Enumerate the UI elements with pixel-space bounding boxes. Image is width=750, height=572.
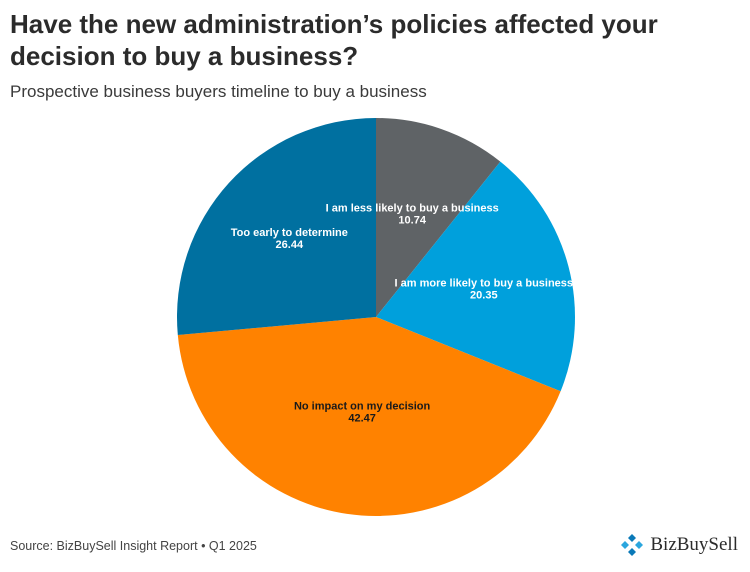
brand-name: BizBuySell bbox=[650, 534, 738, 555]
pie-slice-3 bbox=[177, 317, 561, 517]
source-note: Source: BizBuySell Insight Report • Q1 2… bbox=[10, 539, 257, 553]
bizbuysell-logo-icon bbox=[621, 534, 644, 556]
slice-value-label: 42.47 bbox=[348, 413, 376, 425]
slice-category-label: I am more likely to buy a business bbox=[395, 278, 574, 290]
slice-value-label: 20.35 bbox=[470, 290, 498, 302]
chart-subtitle: Prospective business buyers timeline to … bbox=[10, 82, 427, 101]
pie-slice-2 bbox=[376, 161, 575, 392]
pie-slice-4 bbox=[177, 118, 376, 335]
slice-value-label: 26.44 bbox=[276, 239, 304, 251]
slice-category-label: I am less likely to buy a business bbox=[326, 203, 499, 215]
chart-title: Have the new administration’s policies a… bbox=[10, 9, 658, 71]
slice-category-label: No impact on my decision bbox=[294, 401, 431, 413]
pie-slice-1 bbox=[376, 118, 501, 317]
brand-logo: BizBuySell bbox=[620, 533, 738, 557]
slice-value-label: 10.74 bbox=[398, 215, 426, 227]
slice-category-label: Too early to determine bbox=[231, 227, 348, 239]
